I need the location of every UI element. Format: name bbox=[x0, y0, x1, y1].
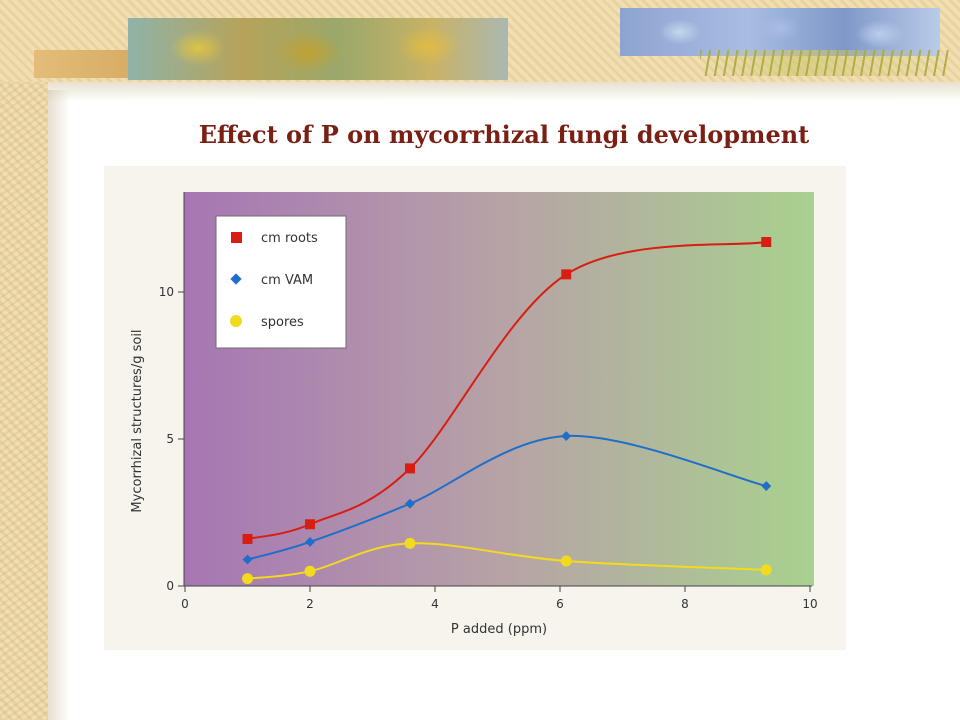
legend-marker-cm-roots bbox=[231, 232, 242, 243]
chart-panel: 0 2 4 6 8 10 0 5 10 cm roots cm VAM spores P add… bbox=[104, 166, 846, 650]
y-tick-label: 0 bbox=[166, 579, 174, 593]
data-point-cm-roots bbox=[761, 237, 772, 248]
legend-label-cm-roots: cm roots bbox=[261, 231, 318, 246]
data-point-spores bbox=[242, 573, 253, 585]
data-point-cm-vam bbox=[242, 554, 253, 565]
line-chart: 0 2 4 6 8 10 0 5 10 cm roots cm VAM spores P add… bbox=[130, 192, 818, 637]
legend-label-cm-vam: cm VAM bbox=[261, 273, 313, 288]
x-tick-label: 6 bbox=[556, 597, 564, 611]
data-point-cm-roots bbox=[305, 519, 315, 530]
legend: cm roots cm VAM spores bbox=[215, 215, 347, 349]
y-tick-label: 10 bbox=[159, 285, 174, 299]
banner-flower-photo bbox=[620, 8, 940, 56]
slide-title: Effect of P on mycorrhizal fungi develop… bbox=[198, 120, 810, 149]
data-point-cm-vam bbox=[761, 481, 772, 491]
series-line-cm-vam bbox=[247, 435, 767, 561]
left-shadow bbox=[48, 90, 70, 720]
data-point-spores bbox=[760, 564, 772, 576]
data-point-spores bbox=[404, 537, 416, 549]
data-point-cm-roots bbox=[405, 463, 415, 474]
y-axis-label: Mycorrhizal structures/g soil bbox=[130, 329, 145, 512]
banner-shadow bbox=[48, 82, 960, 102]
legend-label-spores: spores bbox=[261, 315, 304, 330]
banner-leaf-photo bbox=[128, 18, 508, 80]
data-point-spores bbox=[560, 555, 572, 567]
banner-grass-sprigs bbox=[700, 50, 950, 76]
x-axis-label: P added (ppm) bbox=[451, 622, 547, 637]
legend-marker-spores bbox=[230, 315, 242, 327]
left-texture-strip bbox=[0, 0, 48, 720]
banner-color-patch bbox=[34, 50, 128, 78]
data-point-cm-roots bbox=[242, 533, 253, 544]
x-tick-label: 8 bbox=[681, 597, 689, 611]
x-tick-label: 10 bbox=[802, 597, 817, 611]
y-tick-label: 5 bbox=[166, 432, 174, 446]
data-point-cm-roots bbox=[561, 269, 572, 280]
series-markers bbox=[242, 237, 772, 585]
x-tick-label: 0 bbox=[181, 597, 189, 611]
data-point-spores bbox=[304, 565, 316, 577]
axes: 0 2 4 6 8 10 0 5 10 bbox=[159, 192, 818, 611]
data-point-cm-vam bbox=[405, 498, 415, 509]
x-tick-label: 2 bbox=[306, 597, 314, 611]
data-point-cm-vam bbox=[561, 431, 572, 442]
x-tick-label: 4 bbox=[431, 597, 439, 611]
